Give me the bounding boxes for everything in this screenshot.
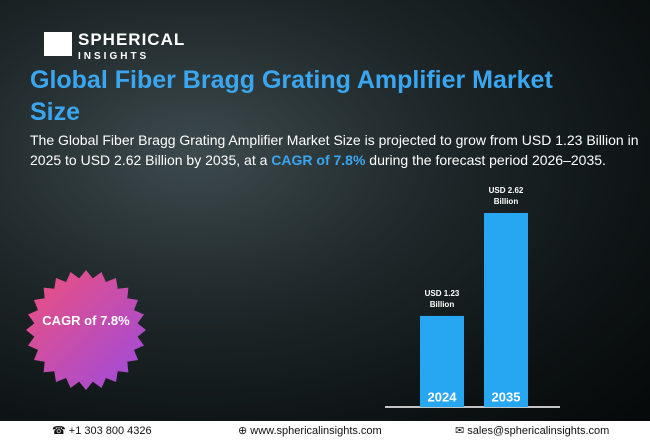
description: The Global Fiber Bragg Grating Amplifier…: [30, 130, 642, 170]
value-label: USD 1.23 Billion: [424, 288, 460, 309]
phone: ☎ +1 303 800 4326: [52, 425, 152, 437]
x-tick-label: 2024: [428, 389, 458, 404]
website: ⊕ www.sphericalinsights.com: [238, 425, 382, 437]
description-highlight: CAGR of 7.8%: [271, 152, 366, 168]
bar: [420, 315, 464, 407]
brand: SPHERICAL INSIGHTS: [44, 30, 185, 62]
email-text: sales@sphericalinsights.com: [467, 425, 610, 437]
footer: ☎ +1 303 800 4326 ⊕ www.sphericalinsight…: [0, 421, 650, 440]
x-tick-label: 2035: [492, 389, 521, 404]
brand-tagline: INSIGHTS: [78, 51, 150, 62]
phone-text: +1 303 800 4326: [68, 425, 152, 437]
badge-text: CAGR of 7.8%: [42, 313, 130, 328]
description-text: during the forecast period 2026–2035.: [365, 152, 606, 168]
website-text: www.sphericalinsights.com: [250, 425, 382, 437]
title: Global Fiber Bragg Grating Amplifier Mar…: [30, 66, 553, 126]
description-text: The Global Fiber Bragg Grating Amplifier…: [30, 132, 639, 168]
value-label: USD 2.62 Billion: [488, 186, 524, 206]
brand-name: SPHERICAL: [78, 30, 186, 49]
badge: [26, 270, 146, 390]
bar: [484, 213, 528, 407]
logo: [44, 32, 72, 56]
email: ✉ sales@sphericalinsights.com: [455, 425, 610, 437]
